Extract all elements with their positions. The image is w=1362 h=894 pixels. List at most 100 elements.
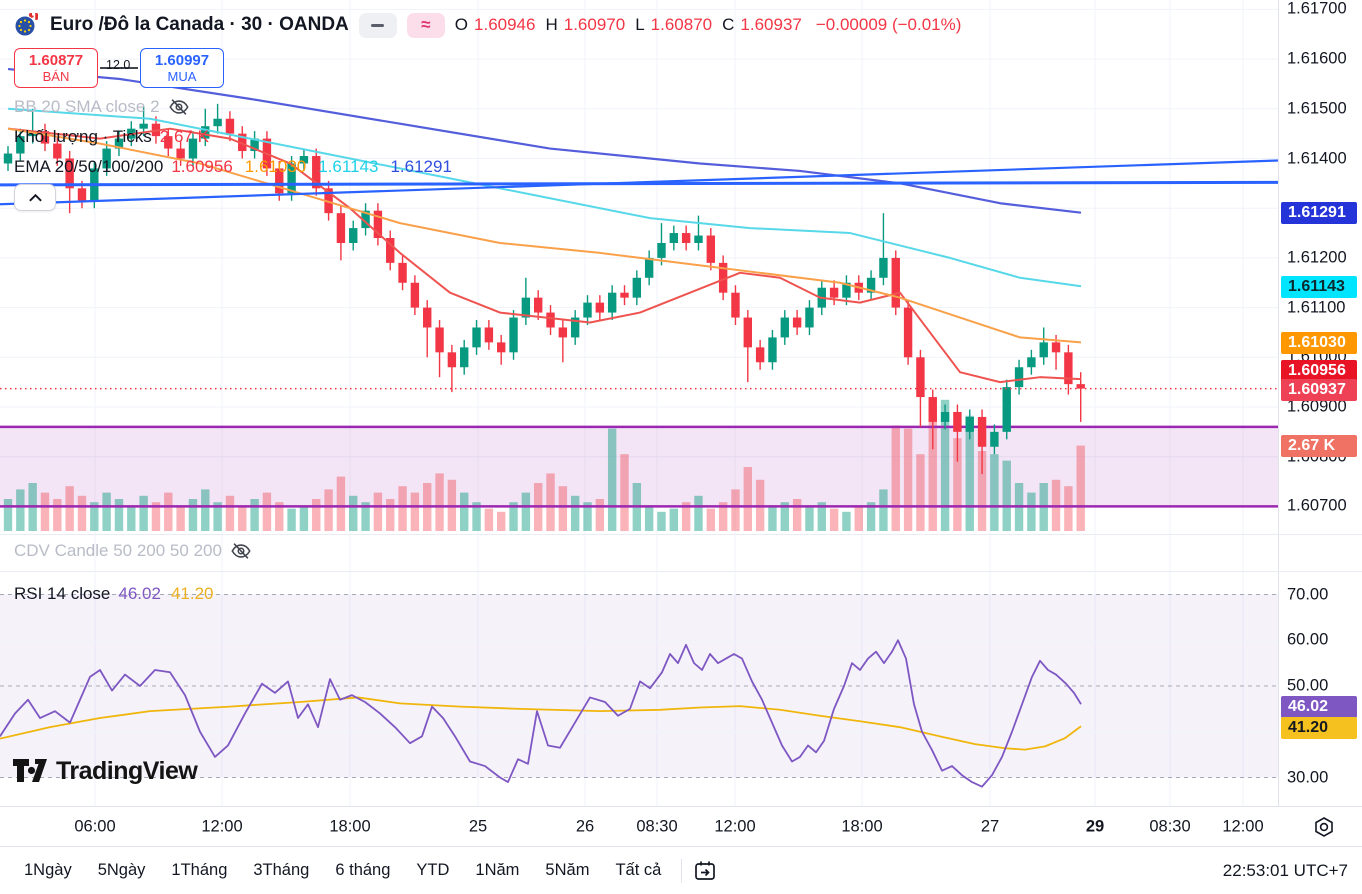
legend-volume: Khối lượng · Ticks 2.67 K (14, 127, 209, 147)
range-button[interactable]: 5Ngày (97, 861, 146, 879)
price-badge: 46.02 (1281, 696, 1357, 718)
ema-legend-values: 1.60956 1.61030 1.61143 1.61291 (171, 157, 452, 177)
symbol-flag-icon (14, 12, 40, 38)
rsi-value: 41.20 (170, 584, 214, 603)
range-button[interactable]: 1Năm (475, 861, 520, 879)
time-axis-label: 29 (1085, 817, 1105, 835)
cdv-legend-label: CDV Candle 50 200 50 200 (14, 541, 222, 560)
rsi-axis-label: 30.00 (1287, 768, 1329, 786)
buy-label: MUA (167, 69, 197, 84)
ohlc-key: H (545, 15, 558, 34)
volume-legend-label: Khối lượng · Ticks (14, 127, 152, 146)
price-axis-label: 1.61100 (1287, 298, 1346, 317)
tradingview-logo[interactable]: TradingView (12, 756, 198, 786)
toolbar-divider (681, 858, 683, 883)
price-axis-label: 1.60700 (1287, 496, 1347, 515)
price-badge: 1.61030 (1281, 332, 1357, 354)
time-axis-label: 27 (980, 817, 1000, 835)
price-change: −0.00009 (−0.01%) (815, 15, 962, 34)
time-axis-label: 12:00 (201, 817, 243, 835)
rsi-value: 46.02 (118, 584, 161, 603)
rsi-legend-values: 46.02 41.20 (118, 584, 213, 604)
spread-value: 12.0 (106, 58, 131, 72)
price-badge: 1.60937 (1281, 379, 1357, 401)
range-button[interactable]: 5Năm (545, 861, 590, 879)
rsi-axis-label: 70.00 (1287, 585, 1329, 603)
time-axis[interactable]: 06:00 12:00 18:00 25 26 08:30 12:00 18:00 27 29 08… (0, 806, 1362, 846)
time-axis-label: 25 (468, 817, 488, 835)
tradingview-logo-text: TradingView (56, 756, 198, 785)
ohlc-key: L (635, 15, 645, 34)
bottom-toolbar: 1Ngày 5Ngày 1Tháng 3Tháng 6 tháng YTD 1Năm 5Năm… (0, 846, 1362, 894)
price-badge: 1.61291 (1281, 202, 1357, 224)
price-axis[interactable]: 1.61700 1.61600 1.61500 1.61400 1.61200 1.611… (1278, 0, 1362, 806)
go-to-date-icon[interactable] (692, 858, 718, 884)
time-axis-label: 06:00 (74, 817, 116, 835)
range-button[interactable]: 1Ngày (24, 861, 72, 879)
price-badge: 2.67 K (1281, 435, 1357, 457)
ohlc-value: 1.60937 (740, 15, 802, 34)
spread-line (100, 67, 138, 69)
minus-icon (371, 23, 385, 27)
time-axis-label: 18:00 (841, 817, 883, 835)
rsi-legend-label: RSI 14 close (14, 584, 111, 603)
range-button[interactable]: YTD (416, 861, 450, 879)
price-axis-label: 1.60900 (1287, 397, 1347, 416)
ohlc-key: O (454, 15, 469, 34)
legend-rsi: RSI 14 close 46.02 41.20 (14, 584, 213, 604)
range-button[interactable]: 1Tháng (171, 861, 228, 879)
price-axis-label: 1.61500 (1287, 99, 1347, 118)
clock-timezone[interactable]: 22:53:01 UTC+7 (1222, 860, 1348, 880)
legend-ema: EMA 20/50/100/200 1.60956 1.61030 1.61143 1… (14, 157, 452, 177)
pane-separator[interactable] (0, 534, 1362, 535)
tradingview-logo-mark (13, 759, 47, 782)
price-axis-label: 1.61400 (1287, 149, 1347, 167)
ema-value: 1.60956 (171, 157, 233, 176)
range-button[interactable]: 6 tháng (335, 861, 391, 879)
range-button[interactable]: Tất cả (615, 861, 662, 879)
hide-marks-toggle[interactable] (358, 12, 397, 38)
sell-label: BÁN (42, 69, 70, 84)
ohlc-values: O 1.60946 H 1.60970 L 1.60870 C 1.60937 (455, 15, 806, 35)
legend-cdv: CDV Candle 50 200 50 200 (14, 540, 252, 562)
sell-price: 1.60877 (28, 52, 84, 69)
price-badge: 1.60956 (1281, 360, 1357, 382)
time-axis-label: 12:00 (1222, 817, 1264, 835)
volume-legend-value: 2.67 K (159, 127, 209, 146)
ohlc-value: 1.60970 (563, 15, 626, 34)
approx-icon: ≈ (421, 15, 431, 34)
symbol-title[interactable]: Euro /Đô la Canada · 30 · OANDA (50, 14, 349, 35)
time-axis-label: 18:00 (329, 817, 371, 835)
price-badge: 1.61143 (1281, 276, 1357, 298)
chart-header: Euro /Đô la Canada · 30 · OANDA ≈ O 1.609… (14, 12, 961, 38)
collapse-legend-button[interactable] (14, 184, 56, 211)
price-badge: 41.20 (1281, 717, 1357, 739)
price-axis-label: 1.61200 (1287, 248, 1347, 267)
approx-price-toggle[interactable]: ≈ (406, 12, 445, 38)
rsi-axis-label: 60.00 (1287, 630, 1329, 649)
buy-price: 1.60997 (154, 52, 210, 69)
time-axis-label: 12:00 (714, 817, 756, 835)
pane-separator[interactable] (0, 571, 1362, 572)
sell-button[interactable]: 1.60877 BÁN (14, 48, 98, 88)
ema-legend-label: EMA 20/50/100/200 (14, 157, 164, 176)
price-axis-label: 1.61600 (1287, 49, 1347, 68)
trade-widget: 1.60877 BÁN 12.0 1.60997 MUA (14, 48, 234, 90)
price-axis-label: 1.61700 (1287, 0, 1347, 18)
eye-off-icon[interactable] (230, 540, 252, 562)
ohlc-value: 1.60870 (650, 15, 713, 34)
ema-value: 1.61030 (244, 157, 307, 176)
eye-off-icon[interactable] (168, 96, 190, 118)
range-button[interactable]: 3Tháng (253, 861, 310, 879)
time-axis-label: 08:30 (636, 817, 678, 835)
ohlc-key: C (722, 15, 735, 34)
time-axis-label: 26 (575, 817, 595, 835)
buy-button[interactable]: 1.60997 MUA (140, 48, 224, 88)
bb-legend-label: BB 20 SMA close 2 (14, 97, 160, 116)
main-chart-canvas[interactable] (0, 0, 1278, 806)
time-axis-label: 08:30 (1149, 817, 1191, 835)
rsi-axis-label: 50.00 (1287, 676, 1329, 695)
ema-value: 1.61291 (390, 157, 452, 176)
axis-settings-icon[interactable] (1312, 815, 1336, 839)
